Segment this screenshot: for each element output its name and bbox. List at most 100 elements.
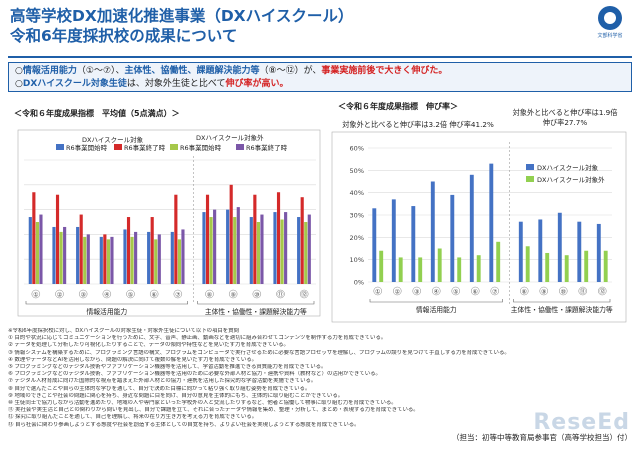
bar — [147, 231, 151, 284]
group-bracket — [197, 301, 315, 305]
note-line: ④ 数理やデータなどAIを活用しながら、問題の解決に向けて複数の解を見いだす力を… — [8, 356, 258, 363]
category-label: ③ — [80, 292, 85, 299]
bar — [249, 217, 253, 284]
bar — [437, 248, 442, 282]
legend-swatch — [236, 144, 244, 150]
category-marker — [559, 286, 568, 296]
bar — [538, 219, 543, 282]
y-tick-label: 10% — [350, 256, 364, 264]
bar — [86, 234, 90, 284]
note-line: ① 目的や状況に応じてコミュニケーションを行うために、文字、音声、静止画、動画な… — [8, 335, 387, 342]
legend-label: R6事業開始時 — [66, 143, 108, 152]
bar — [236, 207, 240, 284]
bullet: ○ — [15, 79, 23, 89]
bar — [202, 212, 206, 284]
bar — [174, 194, 178, 284]
bar — [213, 209, 217, 284]
category-marker — [393, 286, 402, 296]
bar — [450, 194, 455, 282]
category-marker — [520, 286, 529, 296]
note-line: ⑦ デジタル人材育成に向けた国際的な視点を踏まえた外部人材との協力・連携を活用し… — [8, 378, 317, 385]
bar — [177, 239, 181, 284]
category-label: ① — [375, 289, 380, 296]
bar — [52, 226, 56, 284]
summary-text: （⑧〜⑫）が、 — [259, 66, 322, 76]
category-label: ⑨ — [541, 289, 546, 296]
summary-emphasis: DXハイスクール対象生徒 — [22, 79, 127, 89]
category-marker — [539, 286, 548, 296]
bar — [297, 217, 301, 284]
category-label: ⑦ — [492, 289, 498, 296]
category-label: ② — [395, 289, 401, 296]
title-divider — [8, 56, 632, 58]
notes-section: ※令和6年度採択校に対し、DXハイスクールの対象生徒・対象外生徒について以下の項… — [8, 328, 568, 429]
bar — [398, 257, 403, 282]
category-marker — [149, 289, 159, 299]
category-label: ④ — [104, 292, 109, 299]
bar — [372, 208, 377, 282]
bar — [205, 194, 210, 284]
bar — [391, 199, 396, 282]
bar — [170, 231, 174, 284]
category-marker — [432, 286, 441, 296]
bar — [157, 234, 161, 284]
bar — [300, 197, 304, 284]
category-label: ① — [33, 292, 38, 299]
category-label: ⑩ — [254, 292, 259, 299]
bar — [99, 236, 103, 284]
summary-highlight: 伸び率が高い。 — [225, 79, 289, 89]
logo-text: 文部科学省 — [597, 33, 623, 39]
summary-highlight: 事業実施前後で大きく伸びた。 — [321, 66, 448, 76]
bar — [489, 163, 494, 282]
group-label: 主体性・協働性・課題解決能力等 — [205, 307, 307, 316]
category-label: ⑥ — [151, 292, 156, 299]
bar — [106, 239, 110, 284]
note-line: ⑬ 自ら社会に関わり参画しようとする態度や社会を創造する主体としての自覚を持ち、… — [8, 421, 360, 428]
bar — [79, 214, 83, 284]
bar — [229, 184, 233, 284]
category-marker — [412, 286, 421, 296]
bar — [525, 246, 530, 282]
summary-text: は、対象外生徒と比べて — [126, 79, 226, 89]
category-marker — [299, 289, 309, 299]
note-line: ⑪ 実社会や実生活と自己との関わりから問いを見出し、自分で課題を立て、それに合っ… — [8, 407, 419, 414]
bar — [253, 194, 257, 284]
callout-agency-growth: 対象外と比べると伸び率は1.9倍 伸び率27.7% — [500, 108, 630, 128]
bar — [181, 229, 185, 284]
bar — [134, 231, 138, 284]
bar — [226, 209, 230, 284]
logo: 文部科学省 — [594, 6, 626, 39]
bar — [32, 192, 36, 284]
callout-agency-line-1: 対象外と比べると伸び率は1.9倍 — [512, 108, 618, 117]
y-tick-label: 60% — [350, 145, 364, 153]
bar — [284, 212, 288, 284]
note-line: ⑨ 地域のできごとや社会の問題に関心を持ち、身近な問題に目を向け、自分の意見を主… — [8, 392, 344, 399]
category-label: ⑦ — [175, 292, 181, 299]
note-line: ※令和6年度採択校に対し、DXハイスクールの対象生徒・対象外生徒について以下の項… — [8, 328, 239, 334]
category-marker — [102, 289, 112, 299]
group-bracket — [513, 299, 611, 303]
category-marker — [228, 289, 238, 299]
bar — [103, 234, 107, 284]
bar — [545, 252, 550, 282]
bar — [126, 217, 131, 284]
bar — [280, 219, 284, 284]
category-marker — [31, 289, 41, 299]
bar — [307, 214, 311, 284]
summary-box: ○情報活用能力（①〜⑦）、主体性、協働性、課題解決能力等（⑧〜⑫）が、事業実施前… — [8, 62, 632, 92]
bar — [564, 255, 569, 282]
group-label: 情報活用能力 — [86, 307, 127, 316]
bar — [596, 223, 601, 282]
category-marker — [490, 286, 499, 296]
category-label: ⑫ — [599, 288, 605, 296]
legend-label: R6事業終了時 — [124, 143, 166, 152]
chart-frame — [17, 129, 321, 317]
title-line-1: 高等学校DX加速化推進事業（DXハイスクール） — [10, 7, 354, 25]
bar — [430, 181, 435, 282]
callout-info-growth: 対象外と比べると伸び率は3.2倍 伸び率41.2% — [342, 120, 494, 129]
category-label: ⑪ — [277, 291, 283, 299]
legend-label: R6事業開始時 — [180, 143, 222, 152]
callout-agency-line-2: 伸び率27.7% — [542, 118, 588, 127]
left-chart-title: ＜令和６年度成果指標 平均値（5点満点）＞ — [14, 109, 180, 118]
category-marker — [471, 286, 480, 296]
